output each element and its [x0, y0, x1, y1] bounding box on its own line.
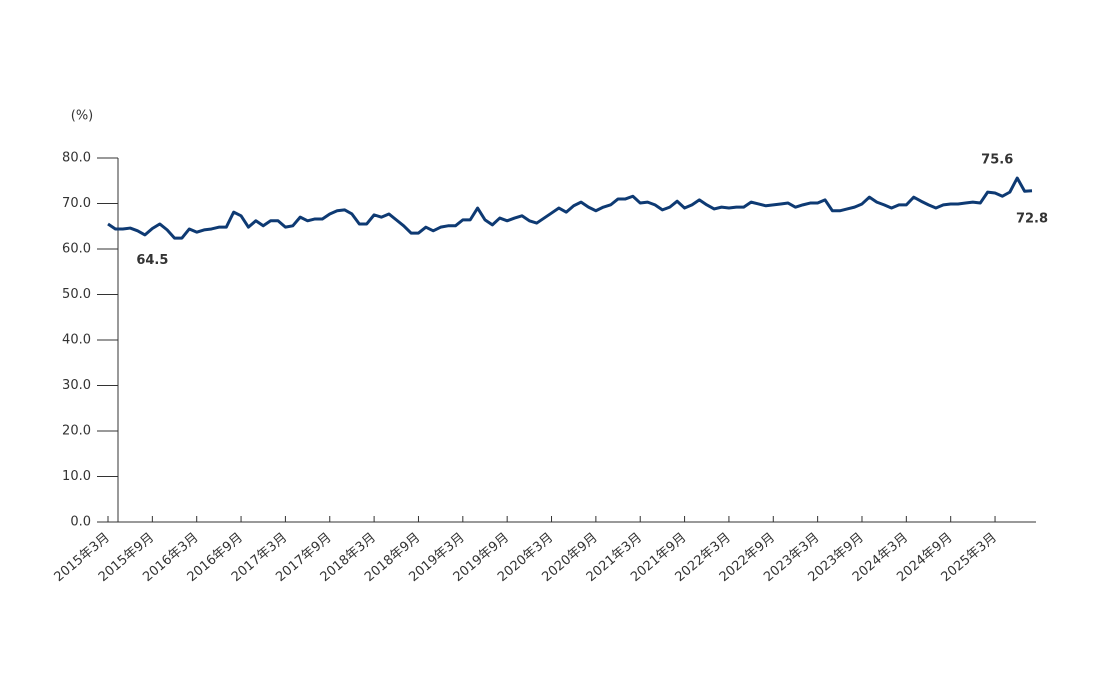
- y-tick-label: 10.0: [62, 469, 91, 484]
- data-label: 64.5: [136, 253, 168, 268]
- y-tick-label: 60.0: [62, 242, 91, 257]
- y-tick-label: 70.0: [62, 196, 91, 211]
- y-tick-label: 0.0: [70, 515, 91, 530]
- y-axis-label: (%): [71, 109, 94, 124]
- y-tick-label: 80.0: [62, 151, 91, 166]
- y-tick-label: 50.0: [62, 287, 91, 302]
- data-label: 75.6: [981, 153, 1013, 168]
- y-tick-label: 30.0: [62, 378, 91, 393]
- data-label: 72.8: [1016, 211, 1048, 226]
- line: [107, 176, 1033, 240]
- y-tick-label: 40.0: [62, 333, 91, 348]
- y-tick-label: 20.0: [62, 424, 91, 439]
